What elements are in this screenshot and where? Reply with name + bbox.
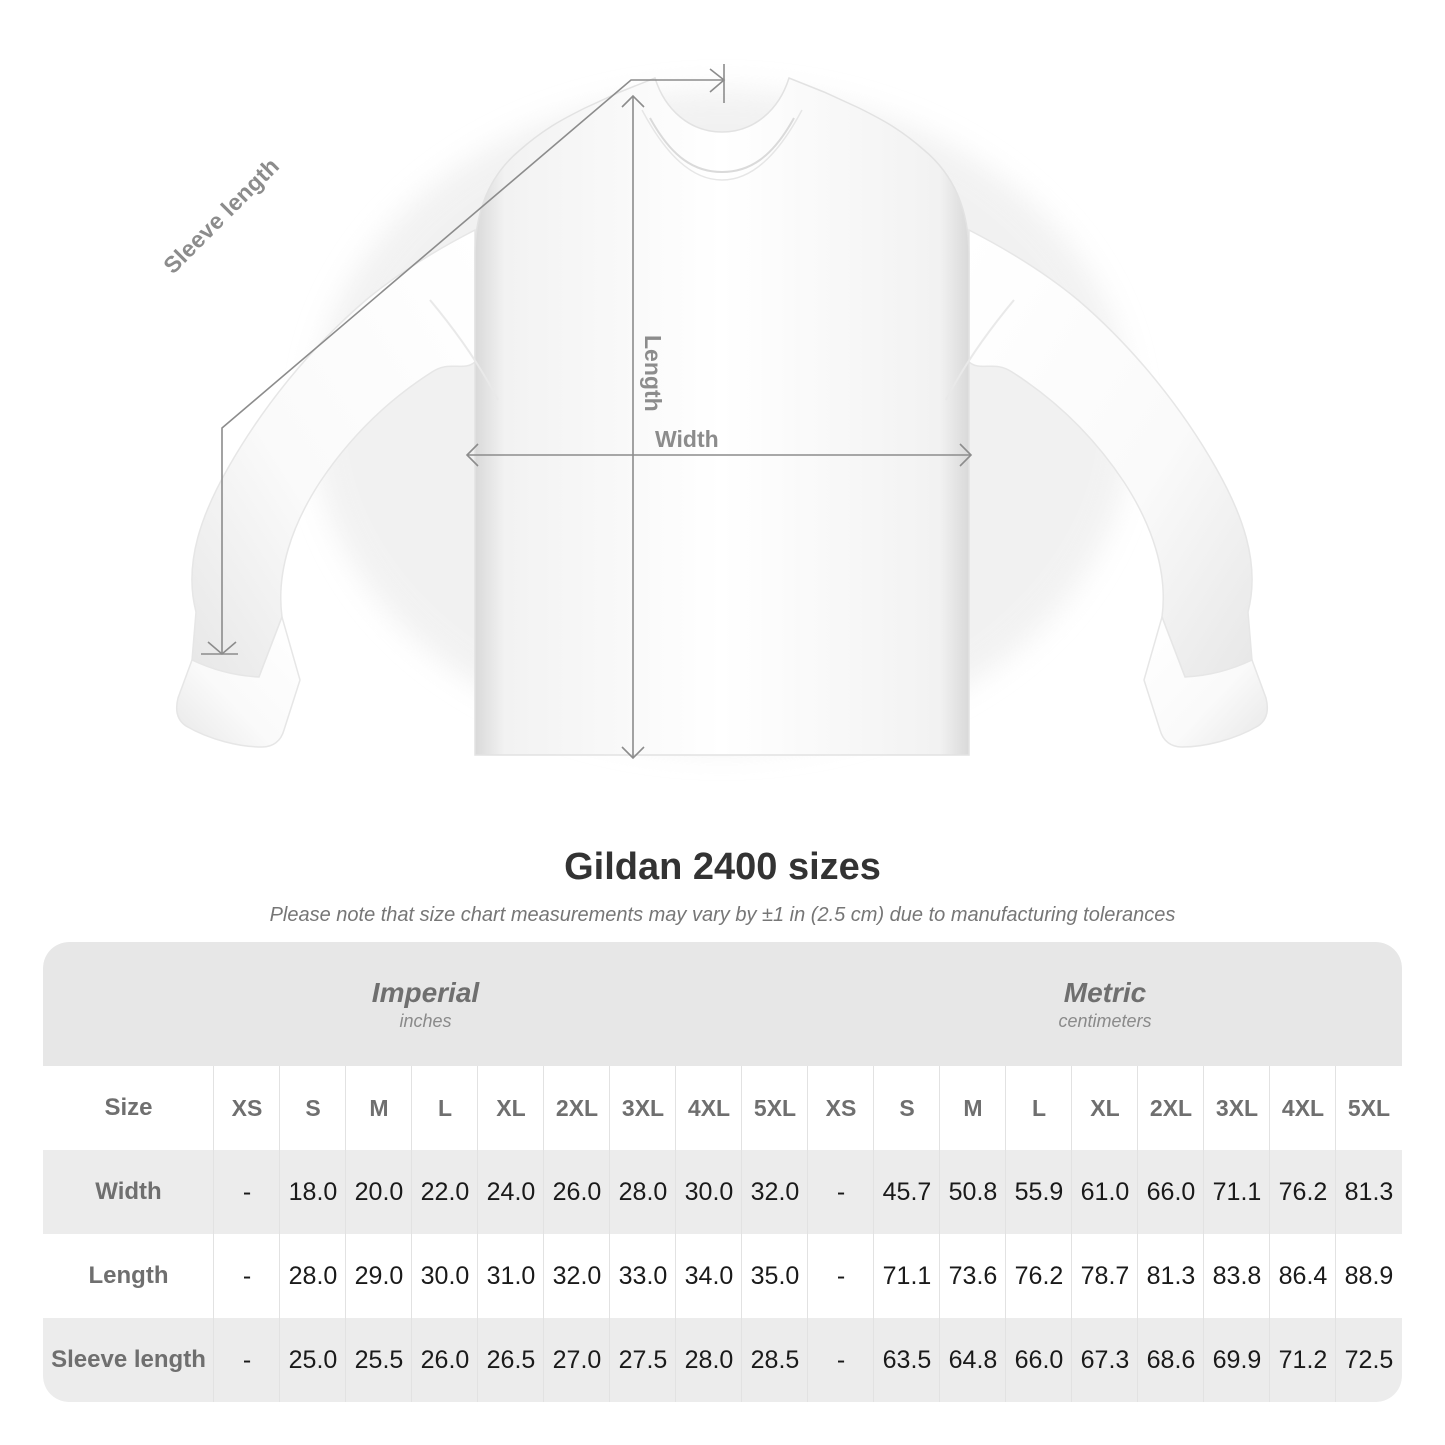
svg-text:Length: Length xyxy=(640,335,666,412)
svg-text:Width: Width xyxy=(655,426,719,452)
svg-text:Sleeve length: Sleeve length xyxy=(158,153,284,279)
